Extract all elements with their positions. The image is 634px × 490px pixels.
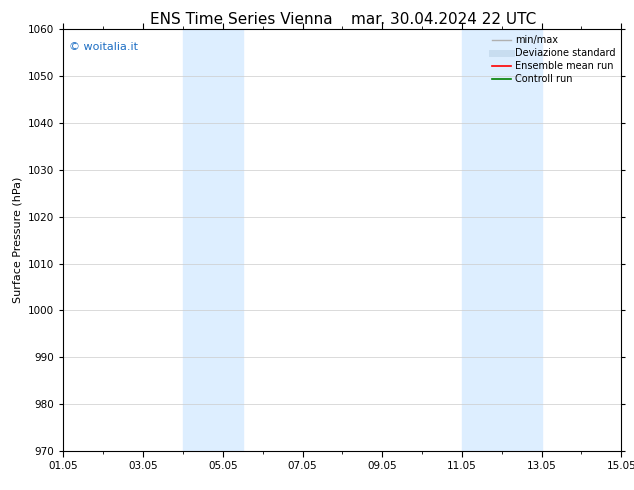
Bar: [183, 29, 243, 451]
Text: ENS Time Series Vienna: ENS Time Series Vienna: [150, 12, 332, 27]
Legend: min/max, Deviazione standard, Ensemble mean run, Controll run: min/max, Deviazione standard, Ensemble m…: [488, 31, 619, 88]
Text: © woitalia.it: © woitalia.it: [69, 42, 138, 52]
Y-axis label: Surface Pressure (hPa): Surface Pressure (hPa): [13, 177, 23, 303]
Text: mar. 30.04.2024 22 UTC: mar. 30.04.2024 22 UTC: [351, 12, 536, 27]
Bar: [462, 29, 541, 451]
